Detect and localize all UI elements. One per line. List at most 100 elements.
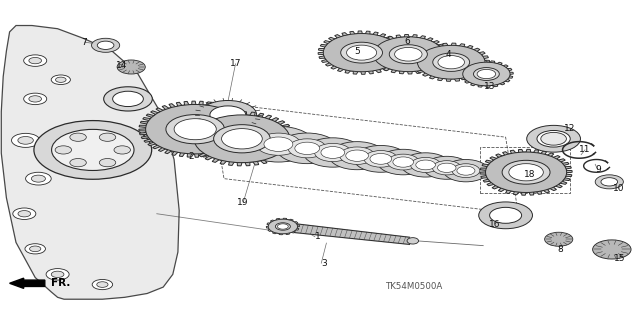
Polygon shape bbox=[369, 34, 448, 74]
Ellipse shape bbox=[166, 115, 225, 144]
Text: 14: 14 bbox=[116, 61, 127, 70]
Circle shape bbox=[29, 57, 42, 64]
Text: FR.: FR. bbox=[51, 278, 70, 288]
Polygon shape bbox=[188, 112, 296, 166]
Text: 11: 11 bbox=[579, 145, 591, 154]
Circle shape bbox=[370, 153, 392, 164]
Circle shape bbox=[256, 133, 301, 155]
Circle shape bbox=[29, 96, 42, 102]
Circle shape bbox=[346, 150, 369, 161]
Circle shape bbox=[97, 41, 114, 49]
Circle shape bbox=[99, 133, 116, 141]
Circle shape bbox=[437, 163, 456, 173]
Polygon shape bbox=[413, 43, 490, 81]
Circle shape bbox=[70, 133, 86, 141]
Ellipse shape bbox=[194, 115, 290, 163]
Ellipse shape bbox=[474, 68, 499, 80]
Ellipse shape bbox=[268, 219, 298, 234]
Circle shape bbox=[34, 121, 152, 179]
Circle shape bbox=[99, 159, 116, 167]
Text: 13: 13 bbox=[484, 82, 495, 91]
Ellipse shape bbox=[433, 53, 470, 71]
Circle shape bbox=[295, 142, 319, 154]
Circle shape bbox=[56, 77, 66, 82]
Ellipse shape bbox=[214, 125, 270, 153]
Text: 8: 8 bbox=[557, 245, 563, 254]
Ellipse shape bbox=[438, 56, 465, 69]
Circle shape bbox=[314, 143, 351, 162]
Circle shape bbox=[288, 139, 326, 158]
Circle shape bbox=[593, 240, 631, 259]
FancyArrow shape bbox=[10, 278, 45, 288]
Ellipse shape bbox=[278, 224, 288, 229]
Text: 7: 7 bbox=[82, 38, 87, 47]
Circle shape bbox=[25, 244, 45, 254]
Ellipse shape bbox=[407, 238, 419, 244]
Circle shape bbox=[378, 149, 429, 175]
Circle shape bbox=[117, 60, 145, 74]
Polygon shape bbox=[266, 218, 300, 235]
Circle shape bbox=[114, 146, 131, 154]
Polygon shape bbox=[294, 224, 410, 244]
Circle shape bbox=[601, 178, 618, 186]
Circle shape bbox=[113, 91, 143, 107]
Circle shape bbox=[393, 157, 413, 167]
Circle shape bbox=[92, 38, 120, 52]
Circle shape bbox=[541, 132, 566, 145]
Polygon shape bbox=[139, 101, 252, 157]
Polygon shape bbox=[460, 61, 513, 87]
Circle shape bbox=[303, 138, 362, 167]
Circle shape bbox=[457, 166, 475, 175]
Circle shape bbox=[364, 151, 397, 167]
Circle shape bbox=[52, 130, 134, 170]
Ellipse shape bbox=[389, 45, 428, 64]
Text: 1: 1 bbox=[315, 232, 321, 241]
Text: 16: 16 bbox=[489, 220, 500, 229]
Ellipse shape bbox=[146, 105, 244, 154]
Text: 17: 17 bbox=[230, 59, 241, 68]
Polygon shape bbox=[480, 149, 572, 195]
Circle shape bbox=[537, 130, 570, 147]
Text: 18: 18 bbox=[524, 170, 536, 179]
Circle shape bbox=[545, 232, 573, 246]
Ellipse shape bbox=[275, 223, 291, 230]
Circle shape bbox=[210, 106, 246, 124]
Circle shape bbox=[479, 202, 532, 229]
Circle shape bbox=[424, 156, 470, 179]
Ellipse shape bbox=[373, 37, 444, 72]
Circle shape bbox=[433, 161, 461, 175]
Circle shape bbox=[13, 208, 36, 219]
Circle shape bbox=[595, 175, 623, 189]
Circle shape bbox=[29, 246, 41, 252]
Circle shape bbox=[92, 279, 113, 290]
Circle shape bbox=[452, 164, 480, 178]
Circle shape bbox=[70, 159, 86, 167]
Circle shape bbox=[24, 93, 47, 105]
Circle shape bbox=[329, 142, 385, 170]
Circle shape bbox=[490, 207, 522, 223]
Polygon shape bbox=[318, 31, 405, 74]
Circle shape bbox=[243, 126, 314, 162]
Polygon shape bbox=[1, 26, 179, 299]
Text: 9: 9 bbox=[595, 165, 600, 174]
Circle shape bbox=[97, 282, 108, 287]
Circle shape bbox=[24, 55, 47, 66]
Ellipse shape bbox=[346, 45, 377, 60]
Circle shape bbox=[31, 175, 45, 182]
Circle shape bbox=[264, 137, 293, 152]
Circle shape bbox=[46, 269, 69, 280]
Circle shape bbox=[199, 100, 257, 129]
Ellipse shape bbox=[477, 69, 496, 79]
Circle shape bbox=[55, 146, 72, 154]
Circle shape bbox=[12, 133, 40, 147]
Text: 12: 12 bbox=[564, 124, 575, 133]
Text: 15: 15 bbox=[614, 254, 625, 263]
Circle shape bbox=[276, 133, 338, 164]
Text: 3: 3 bbox=[321, 259, 327, 268]
Ellipse shape bbox=[509, 164, 543, 181]
Text: TK54M0500A: TK54M0500A bbox=[386, 282, 444, 291]
Circle shape bbox=[340, 147, 374, 164]
Ellipse shape bbox=[463, 62, 510, 86]
Circle shape bbox=[444, 160, 488, 182]
Circle shape bbox=[401, 153, 450, 177]
